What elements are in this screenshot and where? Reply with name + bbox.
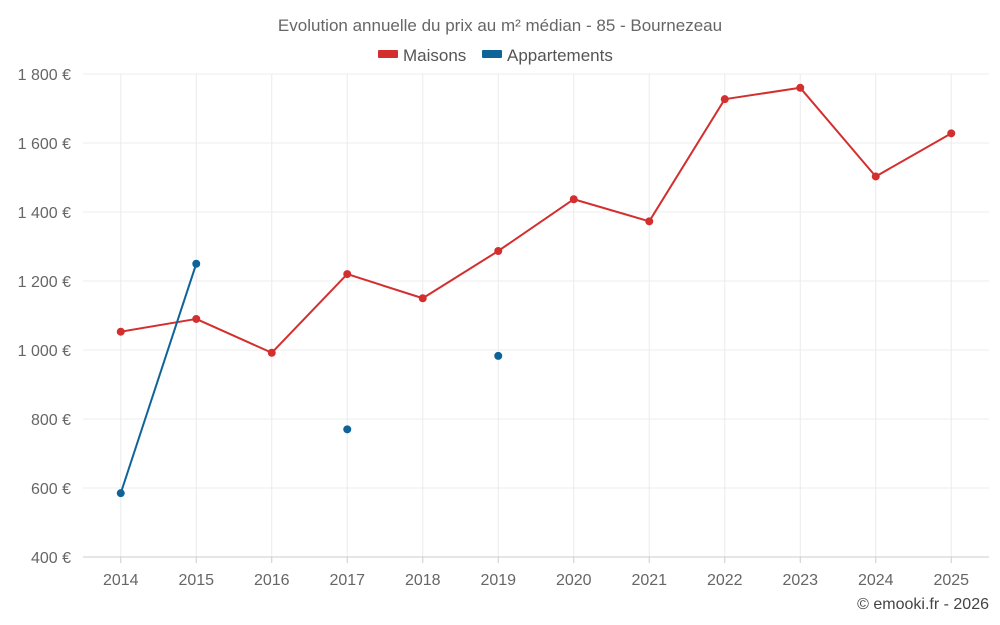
data-point-maisons[interactable]	[494, 246, 503, 255]
x-tick-label: 2019	[480, 572, 516, 589]
x-axis-ticks: 2014 2015 2016 2017 2018 2019 2020 2021 2022 2023…	[103, 572, 969, 589]
legend-swatch-maisons	[378, 50, 398, 58]
legend-label-appartements: Appartements	[507, 46, 613, 65]
legend-item-appartements[interactable]: Appartements	[482, 46, 613, 65]
x-tick-label: 2022	[707, 572, 743, 589]
series-line-maisons	[120, 86, 952, 354]
data-point-maisons[interactable]	[947, 129, 956, 138]
gridlines	[83, 73, 989, 557]
y-tick-label: 600 €	[31, 481, 71, 498]
x-tick-label: 2020	[556, 572, 592, 589]
data-point-maisons[interactable]	[796, 83, 805, 92]
legend: Maisons Appartements	[378, 46, 613, 65]
data-point-maisons[interactable]	[645, 217, 654, 226]
data-point-appartements[interactable]	[343, 425, 352, 434]
x-tick-label: 2015	[178, 572, 214, 589]
data-point-maisons[interactable]	[569, 195, 578, 204]
data-point-maisons[interactable]	[116, 327, 125, 336]
data-point-maisons[interactable]	[720, 95, 729, 104]
legend-swatch-appartements	[482, 50, 502, 58]
x-tick-label: 2016	[254, 572, 290, 589]
legend-label-maisons: Maisons	[403, 46, 466, 65]
y-tick-label: 800 €	[31, 412, 71, 429]
x-tick-label: 2018	[405, 572, 441, 589]
data-point-appartements[interactable]	[116, 489, 125, 498]
series	[116, 83, 956, 498]
x-tick-label: 2014	[103, 572, 139, 589]
y-tick-label: 1 000 €	[18, 343, 71, 360]
y-tick-label: 400 €	[31, 550, 71, 567]
y-tick-label: 1 200 €	[18, 274, 71, 291]
data-point-maisons[interactable]	[418, 294, 427, 303]
data-point-appartements[interactable]	[494, 351, 503, 360]
series-line-appartements	[119, 263, 198, 494]
credit-text: © emooki.fr - 2026	[857, 596, 989, 613]
series-maisons	[116, 83, 956, 357]
y-tick-label: 1 400 €	[18, 205, 71, 222]
x-tick-label: 2017	[329, 572, 365, 589]
series-appartements	[116, 259, 503, 498]
y-axis-ticks: 400 € 600 € 800 € 1 000 € 1 200 € 1 400 € 1 60…	[18, 67, 71, 567]
data-point-maisons[interactable]	[267, 348, 276, 357]
y-tick-label: 1 600 €	[18, 136, 71, 153]
chart-title: Evolution annuelle du prix au m² médian …	[278, 16, 722, 35]
y-tick-label: 1 800 €	[18, 67, 71, 84]
axes	[83, 556, 989, 563]
x-tick-label: 2025	[933, 572, 969, 589]
data-point-appartements[interactable]	[192, 259, 201, 268]
x-tick-label: 2023	[782, 572, 818, 589]
data-point-maisons[interactable]	[192, 314, 201, 323]
data-point-maisons[interactable]	[343, 270, 352, 279]
data-point-maisons[interactable]	[871, 172, 880, 181]
x-tick-label: 2021	[631, 572, 667, 589]
legend-item-maisons[interactable]: Maisons	[378, 46, 466, 65]
x-tick-label: 2024	[858, 572, 894, 589]
